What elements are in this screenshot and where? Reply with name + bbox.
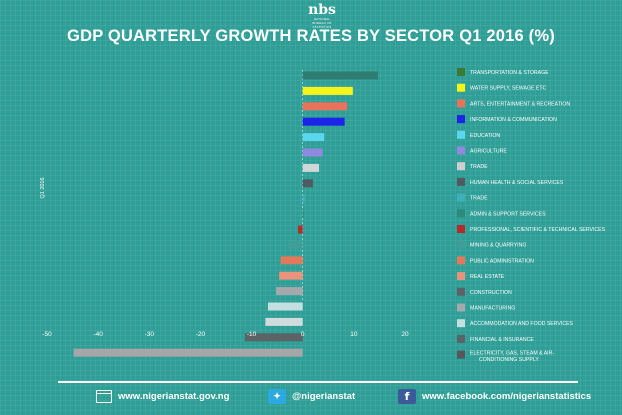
website-link[interactable]: www.nigerianstat.gov.ng [118, 390, 230, 402]
legend-label-7: TRADE [470, 164, 488, 170]
footer-facebook[interactable]: f www.facebook.com/nigerianstatistics [398, 387, 591, 405]
facebook-link[interactable]: www.facebook.com/nigerianstatistics [422, 390, 592, 402]
legend-label-11: PROFESSIONAL, SCIENTIFIC & TECHNICAL SER… [470, 227, 606, 233]
bar-14 [279, 271, 303, 280]
legend-label-1: TRANSPORTATION & STORAGE [470, 70, 549, 76]
bar-1 [302, 71, 378, 80]
legend-swatch-12 [457, 240, 465, 249]
y-axis-label: Q1 2016 [40, 177, 46, 198]
legend-swatch-14 [457, 272, 465, 281]
x-tick-label-3: -30 [145, 331, 155, 338]
x-tick-label-5: -10 [247, 331, 257, 338]
legend-label-18: FINANCIAL & INSURANCE [470, 337, 534, 343]
bar-6 [302, 148, 323, 157]
bar-7 [302, 163, 320, 172]
legend-label-10: ADMIN & SUPPORT SERVICES [470, 211, 546, 217]
twitter-icon: ✦ [268, 388, 286, 404]
legend-swatch-15 [457, 287, 465, 296]
legend-swatch-17 [457, 319, 465, 328]
legend-swatch-7 [457, 162, 465, 171]
legend-swatch-19 [457, 350, 465, 359]
legend-label-5: EDUCATION [470, 133, 500, 139]
bar-15 [276, 287, 303, 296]
logo-mark: nbs [308, 2, 336, 18]
legend-label-12: MINING & QUARRYING [470, 243, 526, 249]
bar-chart: -50 -40 -30 -20 -10 0 10 20 Q1 2016 TRANSPORTATIO… [40, 68, 606, 364]
x-tick-label-6: 0 [301, 331, 305, 338]
legend-label-3: ARTS, ENTERTAINMENT & RECREATION [470, 101, 570, 107]
x-tick-label-7: 10 [350, 331, 358, 338]
legend-swatch-18 [457, 334, 465, 343]
legend-swatch-13 [457, 256, 465, 265]
facebook-icon: f [398, 388, 416, 404]
bar-2 [302, 86, 353, 95]
bar-13 [280, 256, 303, 265]
bar-9 [302, 194, 305, 203]
bar-8 [302, 179, 313, 188]
bar-11 [298, 225, 303, 234]
bar-12 [288, 240, 303, 249]
legend-label-9: TRADE [470, 196, 488, 202]
legend-label-8: HUMAN HEALTH & SOCIAL SERVICES [470, 180, 564, 186]
legend-swatch-3 [457, 99, 465, 108]
bar-17 [265, 317, 303, 326]
legend-swatch-2 [457, 83, 465, 92]
legend-swatch-16 [457, 303, 465, 312]
x-tick-label-4: -20 [196, 331, 206, 338]
bar-16 [267, 302, 303, 311]
legend-swatch-9 [457, 193, 465, 202]
legend-label-6: AGRICULTURE [470, 149, 507, 155]
legend-swatch-6 [457, 146, 465, 155]
bar-5 [302, 133, 325, 142]
footer-divider [58, 381, 578, 383]
footer-twitter[interactable]: ✦ @nigerianstat [268, 387, 355, 405]
bar-19 [73, 348, 303, 357]
legend-swatch-1 [457, 68, 465, 76]
legend-label-19: ELECTRICITY, GAS, STEAM & AIR-CONDITIONI… [470, 351, 554, 364]
legend-swatch-10 [457, 209, 465, 218]
legend-label-17: ACCOMMODATION AND FOOD SERVICES [470, 321, 574, 327]
footer-website[interactable]: www.nigerianstat.gov.ng [96, 387, 229, 405]
chart-title: GDP QUARTERLY GROWTH RATES BY SECTOR Q1 … [67, 27, 555, 45]
bar-10 [302, 210, 304, 219]
bar-4 [302, 117, 345, 126]
legend-label-2: WATER SUPPLY, SEWAGE ETC [470, 86, 547, 92]
logo-subtitle: NATIONAL BUREAU OF STATISTICS [312, 17, 332, 29]
legend-label-4: INFORMATION & COMMUNICATION [470, 117, 557, 123]
x-tick-label-2: -40 [93, 331, 103, 338]
legend-swatch-4 [457, 115, 465, 124]
nbs-logo: nbs NATIONAL BUREAU OF STATISTICS [307, 2, 337, 29]
legend-label-15: CONSTRUCTION [470, 290, 512, 296]
legend-swatch-5 [457, 130, 465, 139]
twitter-handle[interactable]: @nigerianstat [292, 390, 356, 402]
legend-swatch-11 [457, 225, 465, 233]
bar-3 [302, 102, 348, 111]
x-tick-label-1: -50 [42, 331, 52, 338]
legend-label-14: REAL ESTATE [470, 274, 505, 280]
website-icon [96, 389, 112, 403]
legend-label-13: PUBLIC ADMINISTRATION [470, 258, 534, 264]
x-tick-label-8: 20 [401, 331, 409, 338]
legend-label-16: MANUFACTURING [470, 306, 515, 312]
bar-18 [244, 333, 303, 342]
legend-swatch-8 [457, 177, 465, 186]
